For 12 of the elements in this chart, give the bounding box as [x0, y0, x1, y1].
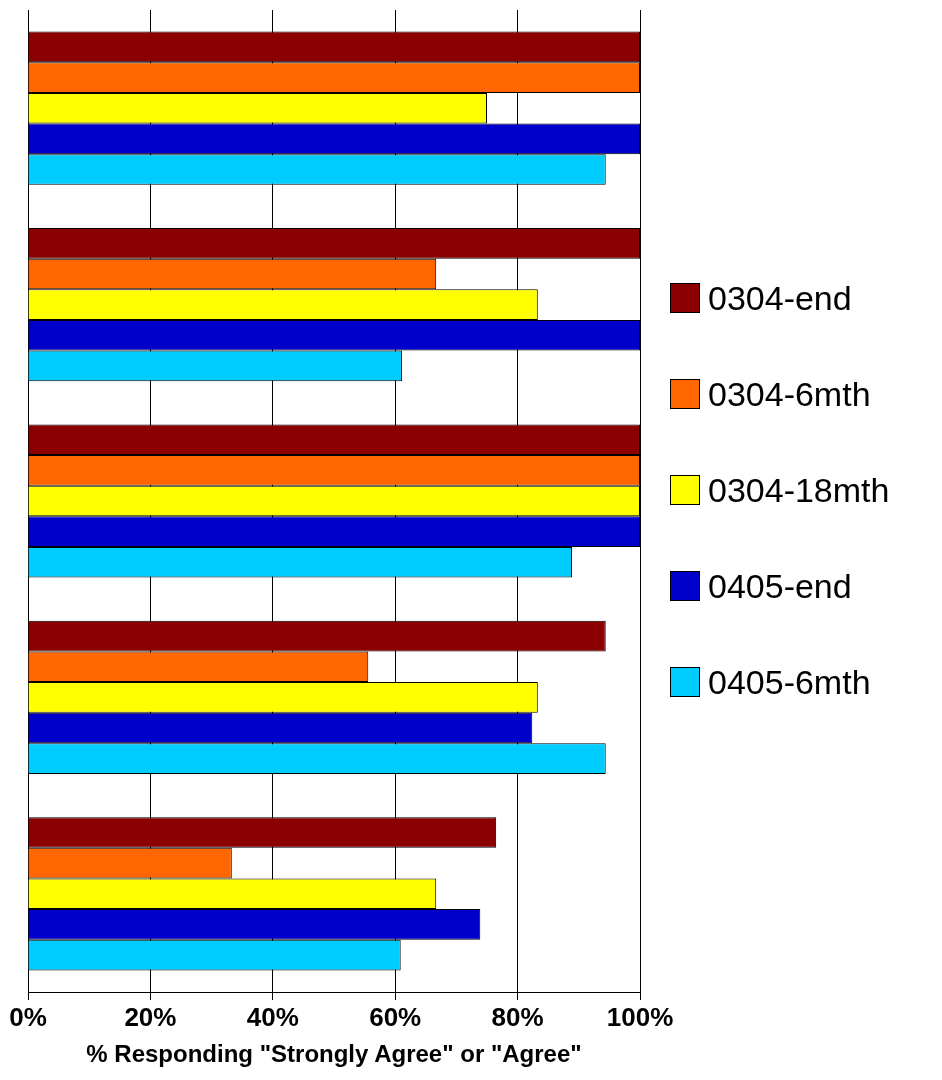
x-tick-label: 0%	[9, 1001, 47, 1032]
legend-label: 0405-6mth	[708, 662, 871, 702]
legend-label: 0405-end	[708, 566, 852, 606]
x-tick-label: 80%	[491, 1001, 544, 1032]
x-tick-label: 100%	[606, 1001, 674, 1032]
legend-label: 0304-end	[708, 278, 852, 318]
x-tick-label: 40%	[246, 1001, 299, 1032]
x-tick-label: 20%	[124, 1001, 177, 1032]
legend-label: 0304-18mth	[708, 470, 890, 510]
legend-label: 0304-6mth	[708, 374, 871, 414]
x-tick-label: 60%	[369, 1001, 422, 1032]
x-axis-title: % Responding "Strongly Agree" or "Agree"	[86, 1040, 582, 1068]
